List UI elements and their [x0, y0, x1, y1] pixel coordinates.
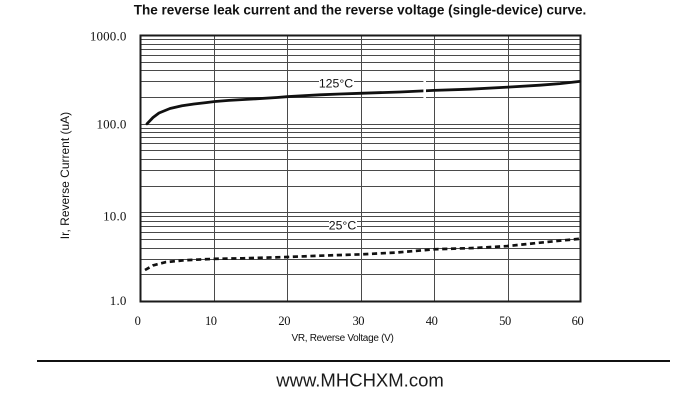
svg-text:1000.0: 1000.0 [90, 29, 127, 44]
svg-text:100.0: 100.0 [97, 117, 127, 132]
svg-text:10: 10 [205, 314, 217, 328]
svg-text:50: 50 [499, 314, 511, 328]
svg-text:The reverse leak current and t: The reverse leak current and the reverse… [134, 3, 586, 18]
svg-text:60: 60 [572, 314, 584, 328]
svg-text:VR, Reverse Voltage (V): VR, Reverse Voltage (V) [291, 333, 393, 344]
svg-text:30: 30 [352, 314, 364, 328]
svg-text:25°C: 25°C [329, 218, 357, 232]
svg-text:0: 0 [135, 314, 141, 328]
svg-text:1.0: 1.0 [110, 293, 127, 308]
svg-text:20: 20 [278, 314, 290, 328]
svg-text:125°C: 125°C [319, 76, 353, 90]
svg-text:www.MHCHXM.com: www.MHCHXM.com [275, 370, 444, 391]
svg-text:Ir, Reverse Current (uA): Ir, Reverse Current (uA) [58, 112, 72, 239]
svg-text:10.0: 10.0 [103, 209, 126, 224]
svg-text:40: 40 [426, 314, 438, 328]
